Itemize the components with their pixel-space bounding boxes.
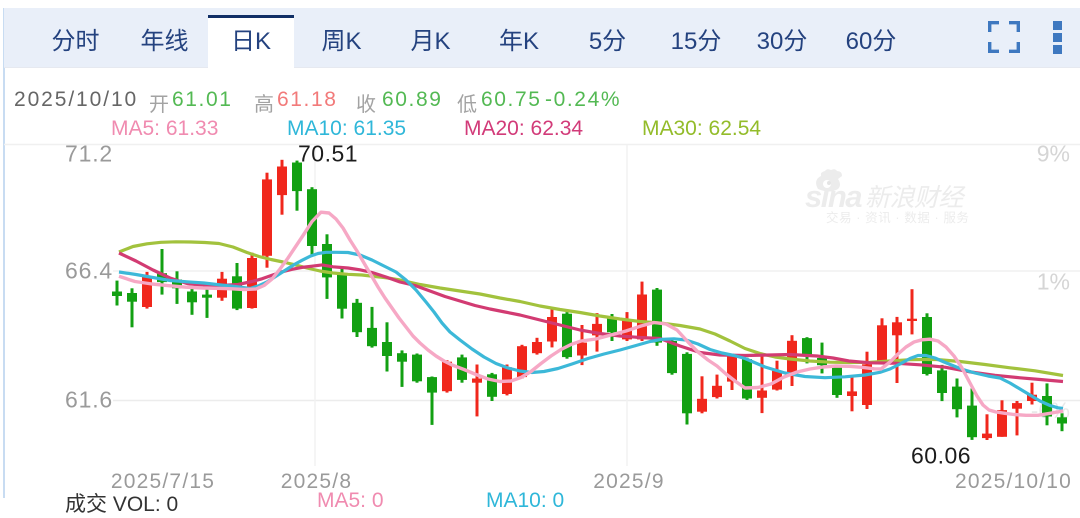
svg-text:新浪财经: 新浪财经 xyxy=(865,184,967,212)
svg-text:交易 · 资讯 · 数据 · 服务: 交易 · 资讯 · 数据 · 服务 xyxy=(826,210,970,225)
